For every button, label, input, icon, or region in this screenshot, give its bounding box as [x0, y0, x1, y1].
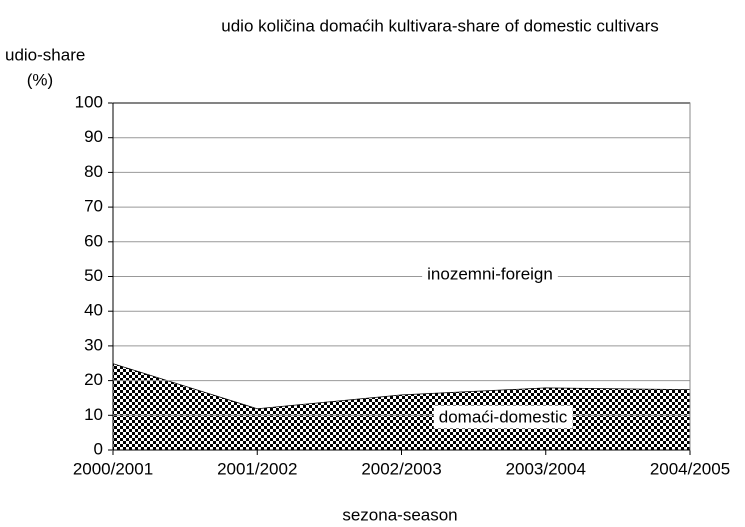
- y-axis-title: (%): [27, 70, 53, 89]
- x-tick-label: 2000/2001: [73, 459, 153, 478]
- y-tick-label: 90: [84, 127, 103, 146]
- series-label: domaći-domestic: [439, 407, 568, 426]
- y-axis-title: udio-share: [5, 45, 85, 64]
- x-axis-title: sezona-season: [342, 505, 457, 524]
- series-label-bg: [433, 405, 573, 429]
- y-tick-label: 30: [84, 335, 103, 354]
- x-tick-label: 2002/2003: [361, 459, 441, 478]
- series-label-bg: [422, 262, 558, 286]
- chart-title: udio količina domaćih kultivara-share of…: [221, 16, 658, 35]
- y-tick-label: 70: [84, 197, 103, 216]
- y-tick-label: 40: [84, 301, 103, 320]
- y-tick-label: 10: [84, 405, 103, 424]
- y-tick-label: 60: [84, 231, 103, 250]
- series-label: inozemni-foreign: [427, 264, 553, 283]
- y-tick-label: 80: [84, 162, 103, 181]
- x-tick-label: 2004/2005: [650, 459, 730, 478]
- y-tick-label: 100: [75, 92, 103, 111]
- y-tick-label: 0: [94, 439, 103, 458]
- y-tick-label: 50: [84, 266, 103, 285]
- x-tick-label: 2003/2004: [506, 459, 586, 478]
- x-tick-label: 2001/2002: [217, 459, 297, 478]
- y-tick-label: 20: [84, 370, 103, 389]
- area: [113, 103, 690, 409]
